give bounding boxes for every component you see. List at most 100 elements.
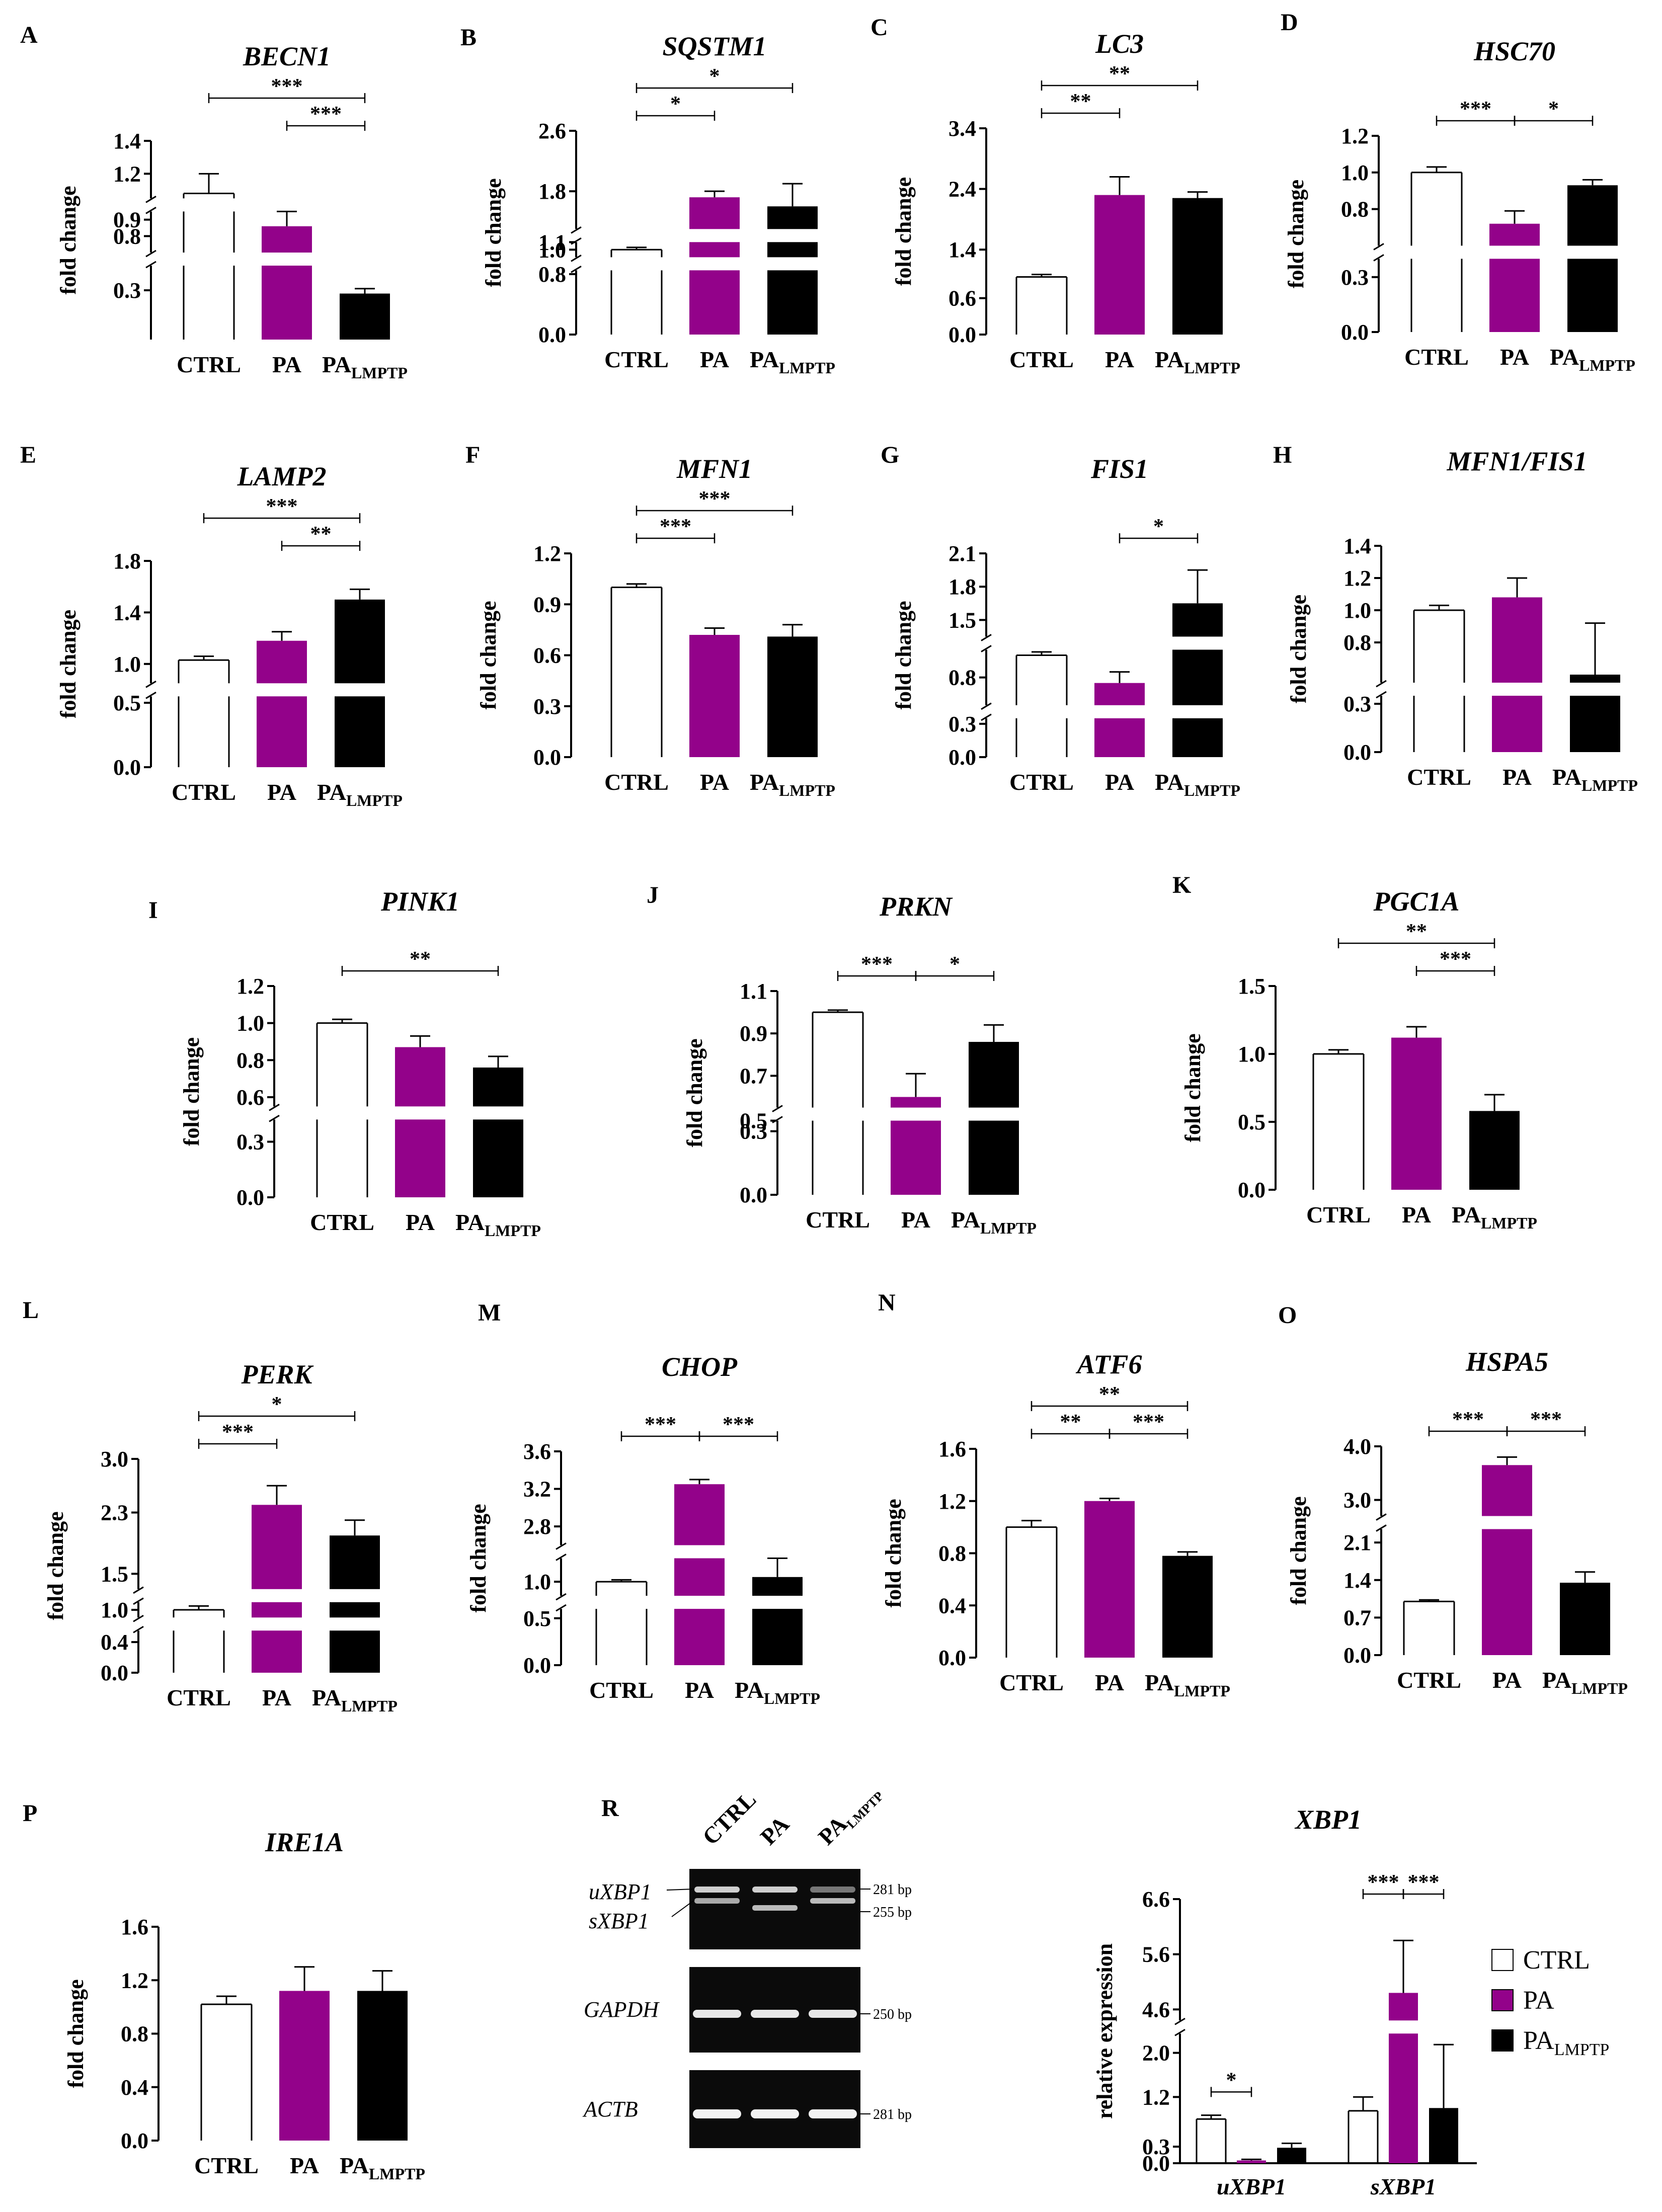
- y-tick-label: 1.6: [938, 1437, 966, 1461]
- axis-break-mark: [1174, 2017, 1185, 2025]
- chart-title: ATF6: [1075, 1349, 1142, 1379]
- bar: [689, 242, 740, 258]
- bar: [891, 1120, 941, 1195]
- chart-title: PGC1A: [1373, 886, 1459, 917]
- gel-band: [752, 1887, 798, 1893]
- y-tick-label: 1.2: [236, 974, 264, 999]
- chart-panel-A: A BECN1 fold change 0.3 0.80.9 1.2 1.4 CTRL PA PA…: [20, 22, 408, 382]
- y-tick-label: 4.0: [1343, 1434, 1371, 1459]
- significance-stars: ***: [1368, 1871, 1399, 1894]
- y-tick-label: 0.0: [523, 1653, 551, 1678]
- bar: [1489, 223, 1540, 246]
- significance-stars: ***: [1133, 1411, 1164, 1434]
- y-tick-label: 0.0: [1341, 320, 1369, 345]
- bar: [689, 197, 740, 229]
- gel-band: [693, 2109, 741, 2118]
- bar: [1172, 198, 1223, 335]
- chart-title: XBP1: [1294, 1805, 1362, 1835]
- chart-panel-XBP1: XBP1 relative expression 0.00.3 1.2 2.0 4.6 5.…: [1092, 1805, 1609, 2199]
- x-category-label: CTRL: [167, 1685, 231, 1710]
- chart-panel-E: E LAMP2 fold change 0.0 0.5 1.0 1.4 1.8 CTRL PA PA…: [20, 442, 403, 809]
- chart-panel-L: L PERK fold change 0.0 0.4 1.0 1.5 2.3 3.0 CTRL PA…: [23, 1297, 398, 1715]
- y-axis-label: fold change: [891, 177, 916, 286]
- gel-pointer-line: [666, 1889, 695, 1891]
- bar: [1094, 195, 1145, 335]
- chart-title: FIS1: [1090, 454, 1148, 484]
- y-axis-label: fold change: [63, 1979, 88, 2088]
- gel-band: [810, 1887, 855, 1893]
- y-axis-label: fold change: [481, 178, 506, 287]
- axis-break-mark: [571, 226, 582, 234]
- chart-title: HSC70: [1473, 36, 1555, 66]
- y-tick-label: 0.0: [1343, 1643, 1371, 1668]
- panel-label: O: [1278, 1302, 1297, 1329]
- y-tick-label: 2.6: [538, 119, 566, 143]
- axis-break-mark: [556, 1542, 567, 1550]
- chart-panel-P: P IRE1A fold change 0.0 0.4 0.8 1.2 1.6 CTRL PA PA…: [23, 1800, 425, 2183]
- gel-band: [752, 1905, 798, 1911]
- bar: [1492, 597, 1542, 683]
- bar: [262, 226, 312, 253]
- y-tick-label: 1.0: [1341, 160, 1369, 185]
- x-category-label: PALMPTP: [951, 1207, 1037, 1237]
- panel-label: F: [465, 442, 480, 468]
- x-category-label: PALMPTP: [340, 2153, 425, 2183]
- y-tick-label: 0.5: [113, 691, 141, 715]
- axis-break-mark: [556, 1553, 567, 1561]
- axis-break-mark: [571, 255, 582, 262]
- significance-stars: ***: [645, 1413, 676, 1436]
- x-category-label: PA: [1500, 344, 1529, 370]
- significance-stars: **: [1099, 1383, 1120, 1406]
- significance-stars: ***: [1452, 1408, 1484, 1431]
- y-tick-label: 0.3: [740, 1119, 767, 1144]
- chart-panel-M: M CHOP fold change 0.0 0.5 1.0 2.8 3.2 3.6 CTRL PA…: [466, 1299, 820, 1707]
- significance-stars: **: [1060, 1411, 1081, 1434]
- significance-stars: ***: [660, 515, 691, 538]
- panel-label: N: [878, 1289, 896, 1316]
- chart-title: MFN1: [676, 454, 752, 484]
- bar: [1162, 1555, 1213, 1658]
- x-category-label: PA: [700, 769, 729, 795]
- gel-band: [693, 2010, 741, 2018]
- significance-stars: *: [949, 953, 960, 976]
- bar: [1389, 2033, 1418, 2163]
- y-tick-label: 0.0: [1238, 1178, 1265, 1202]
- legend-label: CTRL: [1523, 1946, 1590, 1975]
- gel-image: [689, 2070, 860, 2148]
- y-tick-label: 1.2: [533, 541, 561, 566]
- y-tick-label: 0.0: [533, 745, 561, 770]
- significance-stars: **: [1109, 62, 1130, 86]
- gel-band: [694, 1887, 740, 1893]
- chart-panel-H: H MFN1/FIS1 fold change 0.0 0.3 0.8 1.0 1.2 1.4 C…: [1273, 442, 1638, 794]
- x-category-label: CTRL: [604, 769, 669, 795]
- y-tick-label: 1.8: [113, 549, 141, 574]
- chart-title: LC3: [1095, 29, 1144, 59]
- significance-stars: ***: [1460, 98, 1491, 121]
- y-tick-label: 0.0: [236, 1185, 264, 1210]
- bar: [1469, 1111, 1520, 1190]
- y-tick-label: 1.4: [948, 237, 976, 262]
- bar: [1482, 1529, 1532, 1655]
- gel-band: [751, 2109, 799, 2118]
- y-tick-label: 0.5: [1238, 1110, 1265, 1134]
- y-tick-label: 0.4: [121, 2075, 148, 2100]
- panel-label: K: [1172, 872, 1191, 898]
- bar: [330, 1630, 380, 1673]
- y-tick-label: 1.0: [1343, 598, 1371, 623]
- y-tick-label: 1.4: [1343, 1568, 1371, 1593]
- axis-break-mark: [145, 691, 156, 699]
- gel-band: [810, 1898, 855, 1904]
- y-axis-label: fold change: [56, 186, 81, 294]
- y-tick-label: 1.2: [1343, 566, 1371, 591]
- y-axis-label: fold change: [476, 601, 501, 709]
- x-category-label: PA: [1402, 1202, 1431, 1227]
- bar: [767, 270, 818, 335]
- axis-break-mark: [145, 680, 156, 688]
- x-category-label: CTRL: [310, 1209, 374, 1235]
- y-tick-label: 3.4: [948, 116, 976, 141]
- significance-stars: ***: [699, 487, 731, 511]
- bar: [674, 1558, 725, 1596]
- bar: [1567, 259, 1618, 332]
- y-tick-label: 0.4: [938, 1593, 966, 1618]
- significance-stars: **: [410, 948, 431, 971]
